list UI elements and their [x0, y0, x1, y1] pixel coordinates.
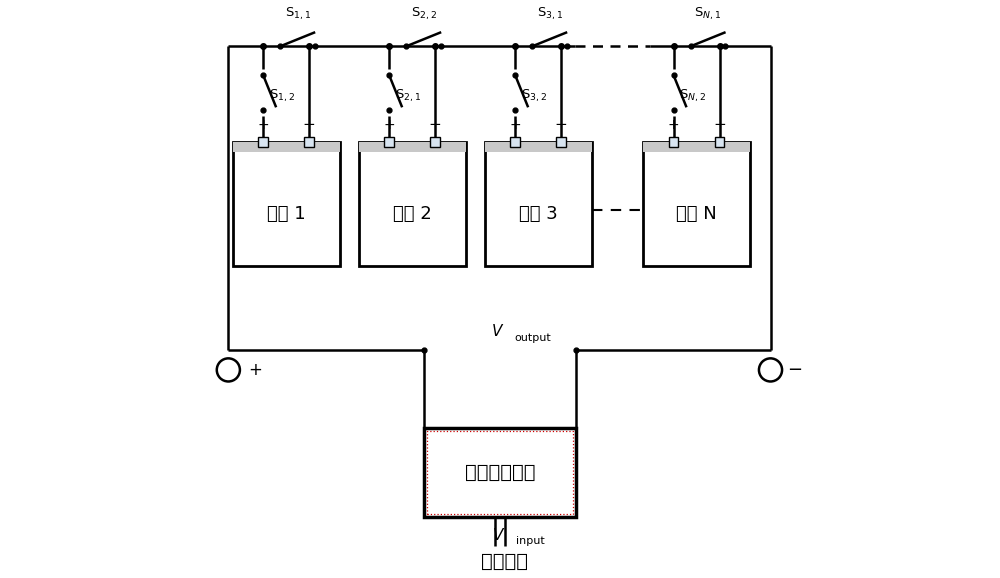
Bar	[359, 142, 466, 266]
Text: −: −	[429, 117, 442, 132]
Text: 电池 N: 电池 N	[676, 205, 717, 223]
Bar	[643, 142, 750, 152]
Text: +: +	[383, 118, 395, 132]
Text: 电池 1: 电池 1	[267, 205, 305, 223]
Text: output: output	[514, 333, 551, 343]
Text: input: input	[516, 536, 544, 546]
Text: 充电输入: 充电输入	[481, 552, 528, 571]
Bar	[556, 136, 566, 146]
Bar	[384, 136, 394, 146]
Bar	[233, 142, 340, 152]
Circle shape	[759, 358, 782, 381]
Bar	[430, 136, 440, 146]
Bar	[427, 431, 573, 514]
Text: −: −	[787, 361, 802, 379]
Text: V: V	[493, 528, 503, 543]
Bar	[715, 136, 724, 146]
Bar	[304, 136, 314, 146]
Text: −: −	[713, 117, 726, 132]
Text: S$_{1,1}$: S$_{1,1}$	[285, 6, 311, 22]
Text: S$_{N,1}$: S$_{N,1}$	[694, 6, 722, 22]
Text: S$_{3,1}$: S$_{3,1}$	[537, 6, 563, 22]
Text: 降压稳压电路: 降压稳压电路	[465, 463, 535, 482]
Text: +: +	[249, 361, 262, 379]
Text: 电池 2: 电池 2	[393, 205, 432, 223]
Bar	[669, 136, 678, 146]
Bar	[510, 136, 520, 146]
Bar	[258, 136, 268, 146]
Text: V: V	[492, 324, 502, 339]
Text: +: +	[509, 118, 521, 132]
Bar	[485, 142, 592, 152]
Bar	[424, 428, 576, 517]
Bar	[643, 142, 750, 266]
Text: +: +	[257, 118, 269, 132]
Text: +: +	[668, 118, 679, 132]
Bar	[485, 142, 592, 266]
Text: S$_{3,2}$: S$_{3,2}$	[521, 87, 547, 103]
Text: −: −	[303, 117, 316, 132]
Bar	[359, 142, 466, 152]
Text: S$_{2,2}$: S$_{2,2}$	[411, 6, 437, 22]
Bar	[233, 142, 340, 266]
Text: S$_{2,1}$: S$_{2,1}$	[395, 87, 421, 103]
Circle shape	[217, 358, 240, 381]
Text: 电池 3: 电池 3	[519, 205, 558, 223]
Text: S$_{N,2}$: S$_{N,2}$	[679, 87, 706, 103]
Text: S$_{1,2}$: S$_{1,2}$	[269, 87, 295, 103]
Text: −: −	[555, 117, 568, 132]
